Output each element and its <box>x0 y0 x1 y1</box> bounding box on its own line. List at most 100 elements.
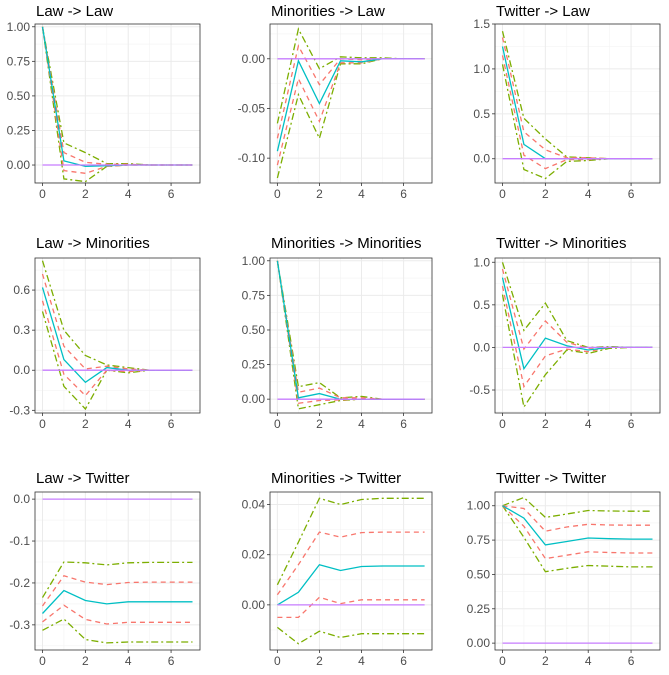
series-lower68-line <box>42 604 193 625</box>
series-irf-line <box>502 505 653 546</box>
panel-5: 0 2 4 6 -0.5 0.0 0.5 1.0 Twitter -> Minorities <box>469 235 661 431</box>
series-lower95-line <box>42 618 193 644</box>
panel-3: 0 2 4 6 -0.3 0.0 0.3 0.6 Law -> Minorities <box>9 235 201 431</box>
series-irf-line <box>42 589 193 614</box>
y-tick-label: 0.00 <box>242 598 266 612</box>
series-lower95-line <box>501 64 653 180</box>
y-tick-label: 0.75 <box>467 533 491 547</box>
y-tick-label: 0.50 <box>467 567 491 581</box>
y-tick-label: 0.25 <box>242 358 266 372</box>
x-tick-label: 4 <box>585 654 592 668</box>
panel-title: Minorities -> Minorities <box>271 235 421 252</box>
x-tick-label: 0 <box>274 187 281 201</box>
x-tick-label: 2 <box>82 187 89 201</box>
series-lower68-line <box>502 505 653 560</box>
series-lower95-line <box>276 260 425 410</box>
y-tick-label: 0.00 <box>242 392 266 406</box>
y-tick-label: 1.0 <box>473 62 490 76</box>
panel-6: 0 2 4 6 -0.3 -0.2 -0.1 0.0 Law -> Twitter <box>9 470 201 668</box>
x-tick-label: 2 <box>316 654 323 668</box>
y-tick-label: -0.10 <box>238 151 266 165</box>
x-tick-label: 2 <box>316 417 323 431</box>
x-tick-label: 4 <box>358 654 365 668</box>
panel-border <box>269 23 433 184</box>
panel-border <box>34 257 201 414</box>
x-tick-label: 2 <box>82 654 89 668</box>
y-tick-label: 1.00 <box>7 20 31 34</box>
x-tick-label: 6 <box>400 654 407 668</box>
x-tick-label: 0 <box>499 187 506 201</box>
panel-title: Law -> Law <box>36 3 113 20</box>
plot-background <box>35 492 200 650</box>
plot-background <box>35 258 200 413</box>
x-tick-label: 6 <box>628 417 635 431</box>
x-tick-label: 0 <box>39 417 46 431</box>
x-tick-label: 2 <box>542 654 549 668</box>
y-tick-label: 0.50 <box>242 323 266 337</box>
plot-background <box>35 24 200 183</box>
panel-title: Twitter -> Minorities <box>496 235 626 252</box>
plot-background <box>495 24 660 183</box>
y-tick-label: 0.0 <box>473 340 490 354</box>
panel-2: 0 2 4 6 0.0 0.5 1.0 1.5 Twitter -> Law <box>473 3 661 201</box>
series-lower95-line <box>501 505 653 573</box>
x-tick-label: 2 <box>82 417 89 431</box>
y-tick-label: 0.0 <box>13 363 30 377</box>
series-lower95-line <box>501 294 653 409</box>
x-tick-label: 0 <box>499 417 506 431</box>
series-upper95-line <box>276 497 425 586</box>
y-tick-label: 0.3 <box>13 323 30 337</box>
y-tick-label: 1.00 <box>467 499 491 513</box>
panel-border <box>34 23 201 184</box>
x-tick-label: 4 <box>585 417 592 431</box>
panel-border <box>494 257 661 414</box>
x-tick-label: 4 <box>125 187 132 201</box>
x-tick-label: 4 <box>585 187 592 201</box>
x-tick-label: 2 <box>542 187 549 201</box>
series-upper68-line <box>41 26 193 166</box>
y-tick-label: 0.75 <box>7 54 31 68</box>
plot-background <box>270 258 432 413</box>
y-tick-label: 0.00 <box>7 158 31 172</box>
y-tick-label: 0.25 <box>467 602 491 616</box>
x-tick-label: 0 <box>274 654 281 668</box>
y-tick-label: -0.05 <box>238 101 266 115</box>
series-upper68-line <box>41 575 193 607</box>
y-tick-label: 0.0 <box>473 152 490 166</box>
panel-title: Law -> Minorities <box>36 235 150 252</box>
series-lower68-line <box>501 285 653 389</box>
panel-0: 0 2 4 6 0.00 0.25 0.50 0.75 1.00 Law -> Law <box>7 3 201 201</box>
x-tick-label: 6 <box>628 187 635 201</box>
y-tick-label: 0.00 <box>242 52 266 66</box>
series-upper68-line <box>502 505 653 532</box>
panel-title: Twitter -> Twitter <box>496 470 606 487</box>
panel-border <box>494 491 661 651</box>
y-tick-label: 0.50 <box>7 89 31 103</box>
y-tick-label: 0.5 <box>473 107 490 121</box>
y-tick-label: -0.3 <box>9 403 30 417</box>
y-tick-label: -0.2 <box>9 576 30 590</box>
x-tick-label: 2 <box>316 187 323 201</box>
plot-background <box>270 492 432 650</box>
series-lower68-line <box>277 596 425 619</box>
x-tick-label: 6 <box>400 417 407 431</box>
panel-7: 0 2 4 6 0.00 0.02 0.04 Minorities -> Twitter <box>242 470 433 668</box>
x-tick-label: 0 <box>39 654 46 668</box>
panel-4: 0 2 4 6 0.00 0.25 0.50 0.75 1.00 Minorities -> Mi… <box>242 235 433 431</box>
panel-title: Law -> Twitter <box>36 470 130 487</box>
panel-8: 0 2 4 6 0.00 0.25 0.50 0.75 1.00 Twitter -> Twitt… <box>467 470 661 668</box>
y-tick-label: -0.3 <box>9 618 30 632</box>
x-tick-label: 0 <box>499 654 506 668</box>
x-tick-label: 4 <box>358 187 365 201</box>
y-tick-label: 0.00 <box>467 636 491 650</box>
y-tick-label: 1.00 <box>242 254 266 268</box>
panel-title: Minorities -> Twitter <box>271 470 401 487</box>
y-tick-label: 0.02 <box>242 548 266 562</box>
panel-border <box>494 23 661 184</box>
panel-border <box>269 491 433 651</box>
y-tick-label: 0.5 <box>473 298 490 312</box>
y-tick-label: -0.5 <box>469 383 490 397</box>
x-tick-label: 6 <box>400 187 407 201</box>
series-upper68-line <box>276 531 425 596</box>
